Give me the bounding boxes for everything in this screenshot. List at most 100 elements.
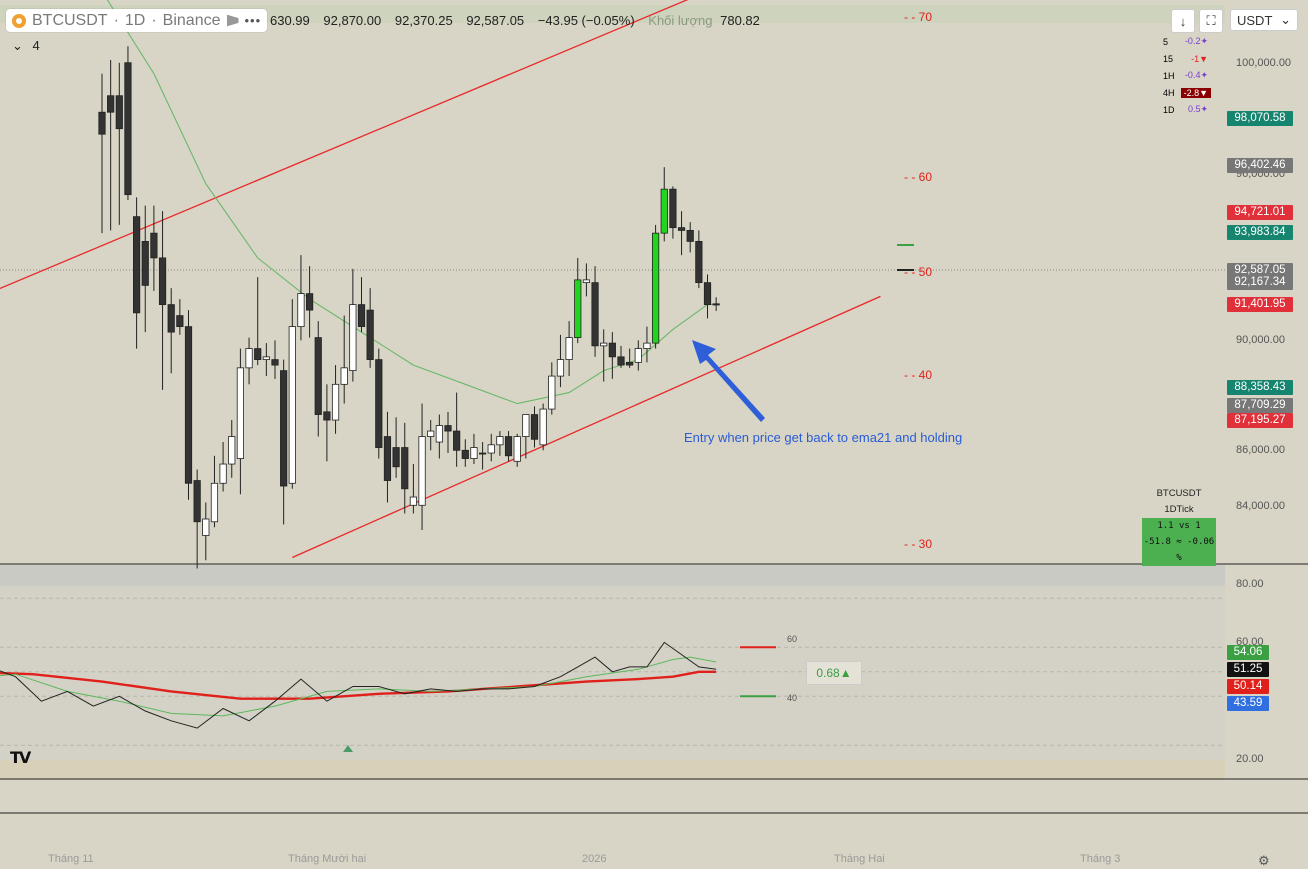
currency-select[interactable]: USDT ⌄ [1230,9,1298,31]
ohlc-close: 92,587.05 [466,13,525,28]
candle-body [565,337,573,360]
candle [409,464,418,514]
candle-body [461,449,469,459]
candle-body [470,447,478,459]
level-label: - - 50 [904,265,933,279]
candle-body [236,367,244,459]
rsi-axis-label: 20.00 [1236,753,1264,765]
candle-body [245,348,253,369]
timeframe-row: 1D 0.5✦ [1160,101,1214,118]
candle-body [669,188,677,229]
indicator-toggle[interactable]: ⌄ 4 [12,38,40,54]
candle-body [340,367,348,385]
info-sub: 1DTick [1164,504,1194,515]
candle-body [608,342,616,358]
candle-body [280,370,288,487]
timeframe-label: 1H [1163,70,1175,81]
timeframe-table: 5 -0.2✦ 15 -1▼ 1H -0.4✦ 4H -2.8▼ 1D 0.5✦ [1160,33,1214,118]
time-axis-label: Tháng 11 [48,853,94,865]
candle [331,365,340,434]
price-axis-label: 100,000.00 [1236,57,1292,69]
candle-body [643,342,651,349]
candle [617,345,625,368]
candle-body [513,436,521,462]
candle [124,46,132,201]
candle [453,392,461,467]
price-axis-label: 90,000.00 [1236,334,1285,346]
info-box: BTCUSDT 1DTick 1.1 vs 1 -51.8 ≈ -0.06 % [1142,486,1216,566]
candle [539,403,547,451]
rsi-mark-60: 60 [787,634,798,644]
candle [401,422,409,514]
candle [150,205,158,291]
timeframe-label: 15 [1163,53,1174,64]
flag-icon[interactable] [226,14,239,27]
candle-body [219,463,227,484]
candle-body [634,348,642,363]
candle [132,197,141,349]
candle-body [435,425,443,443]
candle [167,288,175,374]
candle [98,73,106,234]
candle [608,332,616,379]
candle [530,406,539,448]
candle-body [167,304,175,333]
rsi-line [0,641,717,729]
candle-body [548,375,556,410]
candle [115,62,123,225]
candle [193,469,201,569]
candle-body [98,111,106,135]
tradingview-logo[interactable]: TV [10,748,31,767]
candle [703,274,712,319]
candle [236,348,244,495]
candle-body [478,452,487,455]
candle-body [210,482,219,523]
ohlc-change: −43.95 (−0.05%) [537,13,635,28]
candle [712,297,720,311]
download-button[interactable]: ↓ [1171,9,1195,33]
candle-body [383,436,392,481]
level-label: - - 60 [904,170,933,184]
rsi-value-label: 54.06 [1227,645,1269,660]
gear-icon[interactable]: ⚙ [1258,853,1270,868]
candle [574,257,582,344]
ohlc-low: 92,370.25 [394,13,453,28]
price-axis-label: 86,000.00 [1236,444,1285,456]
fullscreen-button[interactable]: ⛶ [1199,9,1223,33]
candle [582,263,591,297]
more-icon[interactable]: ••• [244,13,262,28]
candle [427,420,435,451]
candle-body [158,257,167,306]
exchange-label: Binance [162,11,221,29]
signal-triangle-icon [343,745,353,752]
chevron-down-icon[interactable]: ⌄ [12,38,23,53]
symbol-selector[interactable]: BTCUSDT · 1D · Binance ••• [6,9,268,32]
time-axis-label: Tháng 3 [1080,853,1121,865]
rsi-axis-label: 80.00 [1236,578,1264,590]
candle [522,414,530,459]
trendline-upper [0,0,689,290]
candle-body [132,216,141,314]
candle-body [453,430,461,451]
timeframe-row: 15 -1▼ [1160,50,1214,67]
time-axis-label: Tháng Hai [834,853,885,865]
info-ratio: 1.1 vs 1 [1142,518,1216,534]
candle [556,334,565,388]
timeframe-row: 4H -2.8▼ [1160,84,1214,101]
candle-body [660,188,668,234]
candle-body [652,232,660,344]
candle-body [617,356,625,366]
candle [262,343,270,377]
candle-body [254,348,262,360]
candle [210,455,219,528]
candle-body [297,293,305,328]
rsi-value-label: 50.14 [1227,679,1269,694]
candle-body [349,304,357,371]
candle-body [107,95,115,113]
candle-body [530,414,539,440]
candle [591,266,599,357]
candle-body [444,425,452,432]
candle [487,433,495,462]
candle [686,222,694,253]
